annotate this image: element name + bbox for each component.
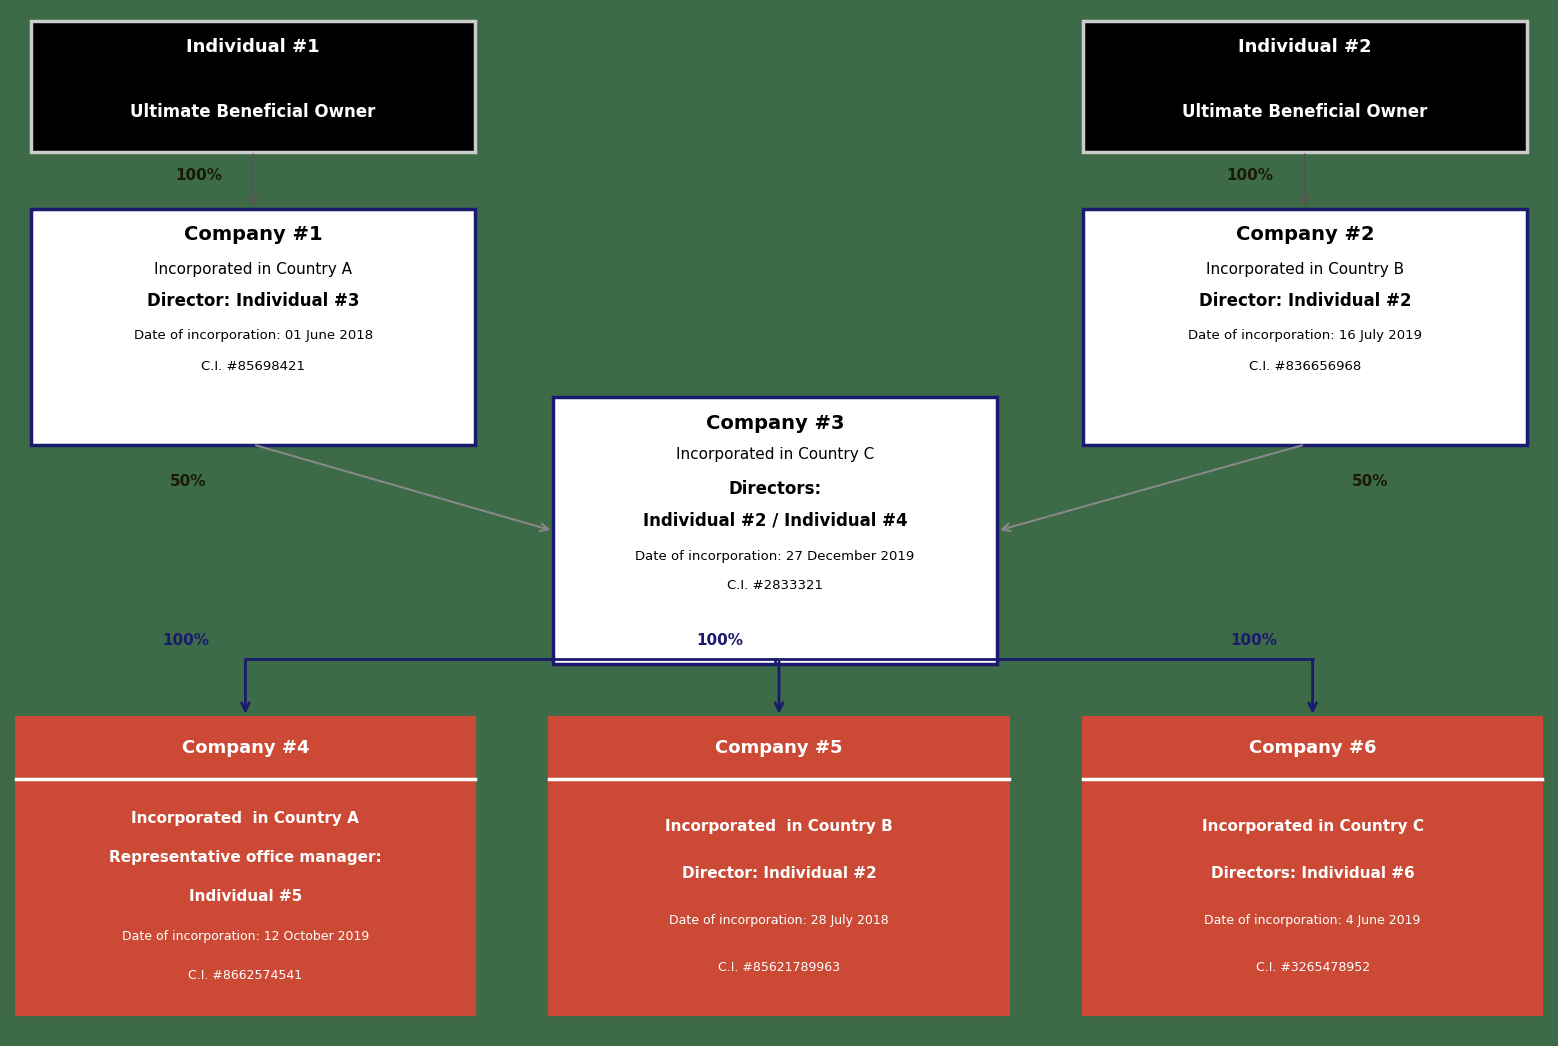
Text: Incorporated in Country B: Incorporated in Country B	[1206, 262, 1404, 277]
Text: 100%: 100%	[1229, 633, 1278, 647]
Text: Individual #2 / Individual #4: Individual #2 / Individual #4	[643, 511, 907, 529]
Text: Incorporated  in Country A: Incorporated in Country A	[131, 811, 360, 826]
Text: C.I. #85698421: C.I. #85698421	[201, 360, 305, 373]
Bar	[31, 21, 475, 152]
Bar	[548, 717, 1008, 1015]
Text: Director: Individual #2: Director: Individual #2	[1198, 292, 1412, 310]
Text: 50%: 50%	[170, 474, 206, 488]
Bar	[1083, 717, 1542, 1015]
Text: C.I. #85621789963: C.I. #85621789963	[718, 961, 840, 974]
Text: Director: Individual #2: Director: Individual #2	[681, 866, 876, 881]
Text: Company #1: Company #1	[184, 225, 323, 245]
Text: Individual #5: Individual #5	[189, 889, 302, 905]
Text: Incorporated  in Country B: Incorporated in Country B	[665, 819, 893, 834]
Text: 100%: 100%	[162, 633, 210, 647]
Text: Director: Individual #3: Director: Individual #3	[146, 292, 360, 310]
Text: Ultimate Beneficial Owner: Ultimate Beneficial Owner	[131, 104, 375, 121]
Text: C.I. #836656968: C.I. #836656968	[1248, 360, 1362, 373]
Text: Ultimate Beneficial Owner: Ultimate Beneficial Owner	[1183, 104, 1427, 121]
Text: Company #4: Company #4	[182, 738, 308, 757]
Text: Company #2: Company #2	[1235, 225, 1374, 245]
Text: Individual #2: Individual #2	[1239, 38, 1371, 55]
Text: C.I. #3265478952: C.I. #3265478952	[1256, 961, 1369, 974]
Text: Directors:: Directors:	[729, 480, 821, 498]
Text: C.I. #8662574541: C.I. #8662574541	[189, 969, 302, 982]
Text: Incorporated in Country A: Incorporated in Country A	[154, 262, 352, 277]
Text: 100%: 100%	[1226, 167, 1274, 183]
Text: Incorporated in Country C: Incorporated in Country C	[1201, 819, 1424, 834]
Text: Date of incorporation: 01 June 2018: Date of incorporation: 01 June 2018	[134, 328, 372, 342]
Text: 50%: 50%	[1352, 474, 1388, 488]
Text: Incorporated in Country C: Incorporated in Country C	[676, 447, 874, 462]
Text: Company #5: Company #5	[715, 738, 843, 757]
Text: Date of incorporation: 27 December 2019: Date of incorporation: 27 December 2019	[636, 550, 915, 564]
Text: Date of incorporation: 16 July 2019: Date of incorporation: 16 July 2019	[1187, 328, 1422, 342]
Text: Company #3: Company #3	[706, 413, 844, 433]
Bar	[31, 209, 475, 445]
Text: Company #6: Company #6	[1250, 738, 1376, 757]
Bar	[553, 397, 997, 664]
Bar	[1083, 209, 1527, 445]
Text: Date of incorporation: 12 October 2019: Date of incorporation: 12 October 2019	[122, 930, 369, 942]
Text: Representative office manager:: Representative office manager:	[109, 850, 382, 865]
Text: 100%: 100%	[174, 167, 223, 183]
Text: Date of incorporation: 28 July 2018: Date of incorporation: 28 July 2018	[668, 914, 890, 927]
Text: Individual #1: Individual #1	[187, 38, 319, 55]
Text: Date of incorporation: 4 June 2019: Date of incorporation: 4 June 2019	[1204, 914, 1421, 927]
Text: 100%: 100%	[696, 633, 743, 647]
Bar	[1083, 21, 1527, 152]
Text: C.I. #2833321: C.I. #2833321	[728, 578, 823, 592]
Text: Directors: Individual #6: Directors: Individual #6	[1211, 866, 1415, 881]
Bar	[16, 717, 475, 1015]
